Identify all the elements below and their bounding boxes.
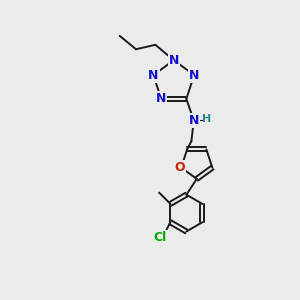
Text: N: N (156, 92, 166, 106)
Text: N: N (169, 54, 179, 67)
Text: N: N (189, 114, 199, 127)
Text: N: N (148, 68, 159, 82)
Text: N: N (189, 68, 199, 82)
Text: O: O (174, 161, 185, 174)
Text: H: H (202, 114, 211, 124)
Text: Cl: Cl (154, 231, 167, 244)
